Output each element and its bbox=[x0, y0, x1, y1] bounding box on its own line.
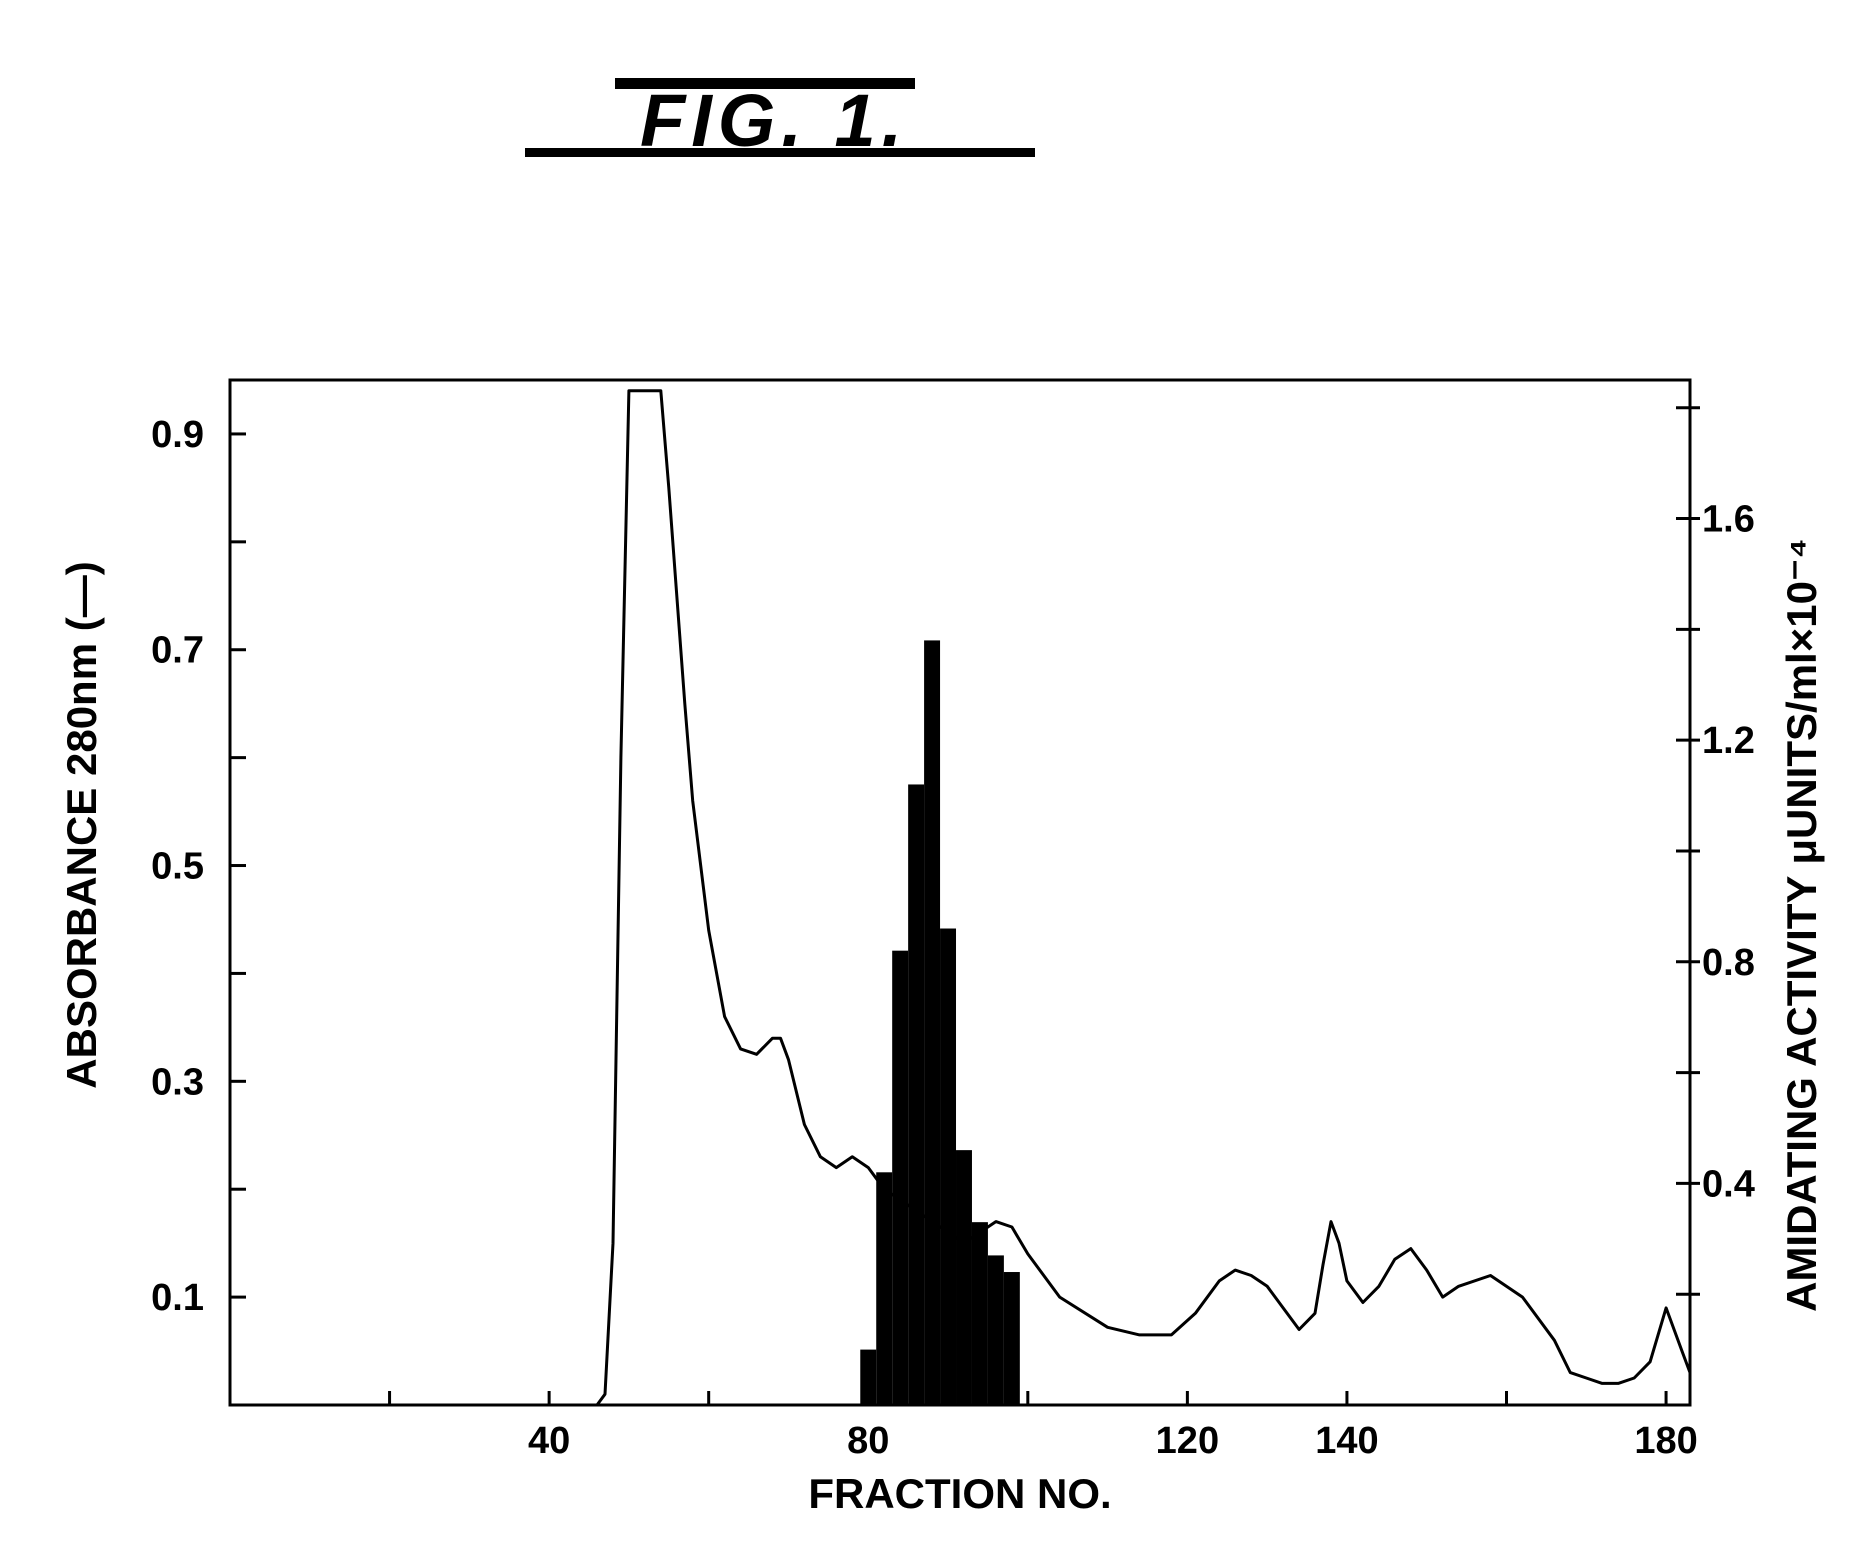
left-axis-title: ABSORBANCE 280nm (—) bbox=[58, 561, 105, 1088]
axis-ticks bbox=[230, 406, 1700, 1405]
absorbance-line bbox=[230, 389, 1692, 1407]
figure-label: FIG. 1. bbox=[525, 78, 1035, 162]
activity-bar bbox=[908, 784, 925, 1405]
activity-bar bbox=[860, 1349, 877, 1405]
activity-bars bbox=[860, 640, 1020, 1405]
activity-bar bbox=[892, 950, 909, 1405]
left-y-tick-label: 0.5 bbox=[151, 846, 204, 888]
activity-bar bbox=[971, 1222, 988, 1405]
activity-bar bbox=[940, 928, 957, 1405]
x-axis-title: FRACTION NO. bbox=[808, 1470, 1111, 1517]
left-y-tick-label: 0.1 bbox=[151, 1277, 204, 1319]
left-y-tick-label: 0.9 bbox=[151, 414, 204, 456]
figure-label-overline bbox=[615, 78, 915, 89]
right-y-tick-label: 0.4 bbox=[1702, 1163, 1755, 1205]
x-tick-label: 120 bbox=[1156, 1420, 1219, 1462]
figure-label-underline bbox=[525, 148, 1035, 157]
right-y-tick-label: 0.8 bbox=[1702, 942, 1755, 984]
activity-bar bbox=[876, 1172, 893, 1405]
axis-tick-labels: 40 80 120 140 180 0.1 0.3 0.5 0.7 0.9 0.4 0.8 1.2 1.6 bbox=[151, 414, 1755, 1462]
activity-bar bbox=[1003, 1272, 1020, 1405]
x-tick-label: 180 bbox=[1634, 1420, 1697, 1462]
x-tick-label: 80 bbox=[847, 1420, 889, 1462]
x-tick-label: 140 bbox=[1315, 1420, 1378, 1462]
right-y-tick-label: 1.6 bbox=[1702, 499, 1755, 541]
right-axis-title: AMIDATING ACTIVITY μUNITS/ml×10⁻⁴ bbox=[1778, 538, 1825, 1312]
activity-bar bbox=[924, 640, 941, 1405]
left-y-tick-label: 0.3 bbox=[151, 1061, 204, 1103]
right-y-tick-label: 1.2 bbox=[1702, 720, 1755, 762]
left-y-tick-label: 0.7 bbox=[151, 630, 204, 672]
activity-bar bbox=[956, 1150, 972, 1405]
x-tick-label: 40 bbox=[528, 1420, 570, 1462]
activity-bar bbox=[987, 1255, 1004, 1405]
